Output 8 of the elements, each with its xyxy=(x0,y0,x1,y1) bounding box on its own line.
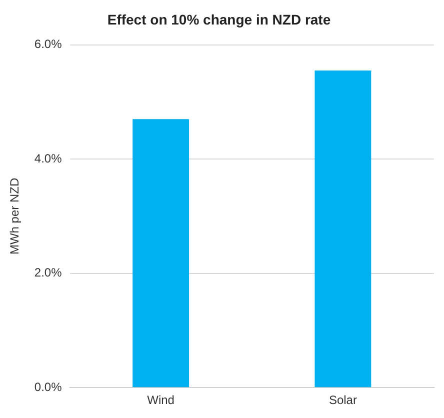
y-tick-label: 0.0% xyxy=(34,380,62,394)
x-tick-label: Wind xyxy=(147,393,174,408)
y-tick-label: 6.0% xyxy=(34,37,62,52)
y-tick-label: 2.0% xyxy=(34,266,62,280)
y-axis-title: MWh per NZD xyxy=(8,178,22,255)
y-tick-label: 4.0% xyxy=(34,151,62,166)
x-tick-label: Solar xyxy=(328,393,357,408)
chart-title: Effect on 10% change in NZD rate xyxy=(107,11,331,28)
